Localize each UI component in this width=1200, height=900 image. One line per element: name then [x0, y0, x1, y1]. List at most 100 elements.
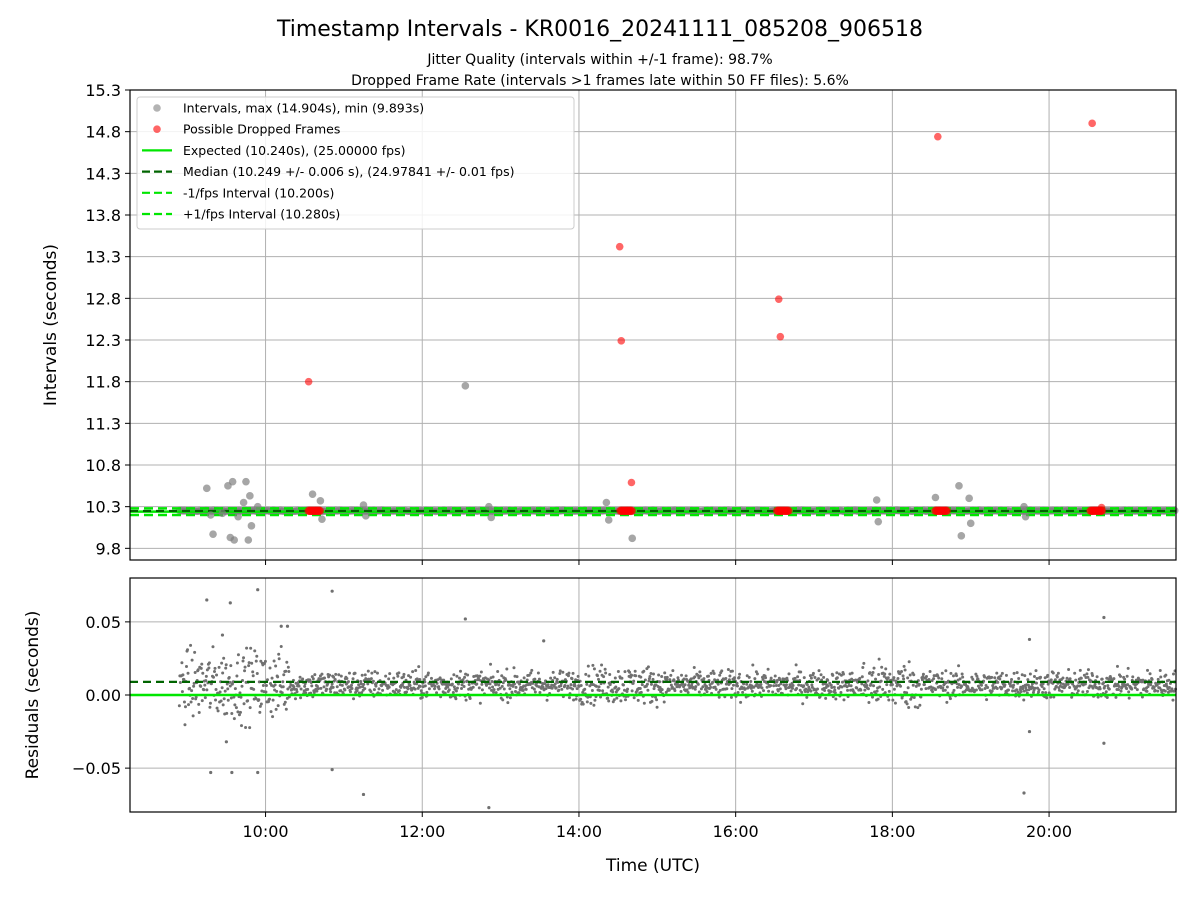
residuals-x-tick-label: 18:00	[869, 822, 915, 841]
interval-outlier-point	[246, 492, 254, 500]
residual-point	[876, 697, 880, 701]
residual-point	[326, 682, 330, 686]
residual-point	[1034, 681, 1038, 685]
residual-point	[616, 669, 620, 673]
residual-point	[961, 675, 965, 679]
residual-point	[718, 688, 722, 692]
residual-point	[423, 680, 427, 684]
residual-point	[322, 685, 326, 689]
residual-point	[251, 674, 255, 678]
residual-point	[1056, 671, 1060, 675]
residual-point	[697, 690, 701, 694]
residual-point	[402, 685, 406, 689]
residual-point	[976, 677, 980, 681]
residual-point	[701, 685, 705, 689]
residual-point	[282, 673, 286, 677]
residual-point	[784, 683, 788, 687]
residual-point	[729, 695, 733, 699]
residual-point	[611, 690, 615, 694]
residual-point	[417, 665, 421, 669]
residual-point	[1114, 695, 1118, 699]
residual-point	[649, 671, 653, 675]
residual-outlier-point	[463, 617, 467, 621]
residual-point	[1078, 684, 1082, 688]
residual-point	[502, 687, 506, 691]
interval-outlier-point	[955, 482, 963, 490]
residual-point	[272, 659, 276, 663]
residual-point	[1102, 681, 1106, 685]
residual-point	[433, 684, 437, 688]
residual-point	[924, 675, 928, 679]
residual-point	[804, 687, 808, 691]
residual-point	[271, 715, 275, 719]
residual-point	[1148, 672, 1152, 676]
interval-outlier-point	[242, 477, 250, 486]
residual-point	[478, 701, 482, 705]
residual-point	[313, 673, 317, 677]
residual-point	[625, 689, 629, 693]
residual-point	[628, 670, 632, 674]
residual-point	[905, 702, 909, 706]
residual-point	[1078, 668, 1082, 672]
residual-point	[339, 674, 343, 678]
residual-point	[315, 684, 319, 688]
residual-point	[424, 675, 428, 679]
residual-point	[950, 682, 954, 686]
residual-point	[199, 666, 203, 670]
residual-point	[435, 691, 439, 695]
residual-point	[802, 684, 806, 688]
residual-outlier-point	[1027, 729, 1032, 734]
residual-point	[575, 687, 579, 691]
residual-point	[330, 682, 334, 686]
residual-point	[310, 684, 314, 688]
residual-point	[1089, 679, 1093, 683]
residual-point	[682, 677, 686, 681]
residual-point	[603, 667, 607, 671]
residual-point	[205, 688, 209, 692]
residual-point	[813, 676, 817, 680]
residual-point	[654, 683, 658, 687]
residual-point	[199, 684, 203, 688]
residual-point	[796, 675, 800, 679]
residual-point	[513, 690, 517, 694]
residual-point	[634, 674, 638, 678]
residual-point	[192, 681, 196, 685]
residual-point	[896, 677, 900, 681]
residual-point	[974, 688, 978, 692]
residual-point	[452, 685, 456, 689]
residual-point	[1091, 686, 1095, 690]
residuals-x-tick-label: 10:00	[242, 822, 288, 841]
residual-point	[1130, 687, 1134, 691]
interval-outlier-point	[1021, 512, 1030, 521]
residual-point	[835, 676, 839, 680]
residual-point	[563, 684, 567, 688]
residual-point	[928, 670, 932, 674]
interval-outlier-point	[872, 496, 881, 504]
residual-point	[832, 685, 836, 689]
residual-point	[508, 687, 512, 691]
residual-point	[207, 661, 211, 665]
residual-point	[593, 698, 597, 702]
residual-point	[833, 688, 837, 692]
interval-outlier-point	[228, 477, 237, 486]
residual-point	[583, 687, 587, 691]
residual-point	[242, 702, 246, 706]
residual-point	[691, 686, 695, 690]
residual-outlier-point	[220, 633, 225, 637]
residual-point	[243, 669, 247, 673]
interval-outlier-point	[362, 512, 370, 520]
residual-point	[284, 669, 288, 673]
residual-point	[751, 663, 755, 667]
residual-point	[993, 676, 997, 680]
residual-point	[533, 677, 537, 681]
residual-point	[762, 689, 766, 693]
residual-point	[366, 669, 370, 673]
residual-point	[612, 698, 616, 702]
residual-point	[1019, 690, 1023, 694]
residual-point	[392, 676, 396, 680]
residual-point	[508, 696, 512, 700]
residual-point	[270, 676, 274, 680]
residual-point	[240, 684, 244, 688]
residual-point	[497, 683, 501, 687]
residual-point	[280, 691, 284, 695]
